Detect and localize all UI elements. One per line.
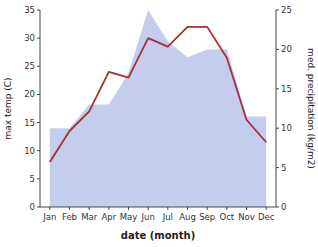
- y2-tick-label: 10: [281, 123, 292, 133]
- plot-area: [50, 10, 266, 207]
- y-tick-label: 35: [24, 5, 35, 15]
- y-axis-line: [40, 10, 41, 207]
- x-tick: [207, 207, 208, 210]
- y-tick: [37, 178, 40, 179]
- x-tick-label: Apr: [101, 212, 116, 222]
- y-tick-label: 15: [24, 118, 35, 128]
- y2-tick: [276, 49, 279, 50]
- y2-axis-line: [276, 10, 277, 207]
- x-tick: [108, 207, 109, 210]
- y2-tick-label: 0: [281, 202, 286, 212]
- y-tick-label: 10: [24, 146, 35, 156]
- y2-tick: [276, 88, 279, 89]
- x-tick: [128, 207, 129, 210]
- x-tick-label: Nov: [238, 212, 255, 222]
- y-tick-label: 30: [24, 33, 35, 43]
- x-tick: [167, 207, 168, 210]
- y2-tick: [276, 10, 279, 11]
- x-tick-label: Jan: [42, 212, 56, 222]
- x-tick-label: Sep: [199, 212, 215, 222]
- x-tick-label: Jul: [162, 212, 173, 222]
- y2-tick-label: 25: [281, 5, 292, 15]
- y-tick: [37, 94, 40, 95]
- chart: Jan Feb MarApr MayJun Jul AugSep Oct NovDec 0 5 10…: [0, 0, 318, 247]
- x-tick: [148, 207, 149, 210]
- x-tick-label: Feb: [62, 212, 77, 222]
- y-tick: [37, 10, 40, 11]
- x-tick-label: Mar: [81, 212, 98, 222]
- y-tick-label: 0: [30, 202, 35, 212]
- temperature-line: [50, 27, 266, 162]
- x-tick-label: Aug: [179, 212, 196, 222]
- chart-container: Jan Feb MarApr MayJun Jul AugSep Oct NovDec 0 5 10…: [0, 0, 318, 247]
- y-tick-label: 5: [30, 174, 35, 184]
- x-tick: [226, 207, 227, 210]
- y-tick: [37, 150, 40, 151]
- y-tick: [37, 207, 40, 208]
- y2-tick: [276, 167, 279, 168]
- x-tick: [49, 207, 50, 210]
- y2-axis-label: med. precipitation (kg/m2): [306, 48, 316, 169]
- y2-tick: [276, 207, 279, 208]
- x-tick-label: Oct: [219, 212, 234, 222]
- x-tick: [187, 207, 188, 210]
- x-tick: [69, 207, 70, 210]
- x-tick-label: Dec: [258, 212, 275, 222]
- y2-tick: [276, 128, 279, 129]
- x-axis-label: date (month): [121, 230, 195, 241]
- y-axis-label: max temp (C): [3, 77, 13, 139]
- y-tick-label: 20: [24, 89, 35, 99]
- x-axis-line: [40, 207, 276, 208]
- x-tick: [266, 207, 267, 210]
- x-tick: [89, 207, 90, 210]
- x-tick-label: Jun: [141, 212, 155, 222]
- y2-tick-label: 5: [281, 163, 286, 173]
- y-tick: [37, 66, 40, 67]
- precipitation-area: [50, 10, 266, 207]
- y-tick: [37, 122, 40, 123]
- background: [0, 0, 318, 247]
- y-tick: [37, 38, 40, 39]
- x-tick: [246, 207, 247, 210]
- x-tick-label: May: [120, 212, 138, 222]
- y-tick-label: 25: [24, 61, 35, 71]
- y2-tick-label: 20: [281, 44, 292, 54]
- y2-tick-label: 15: [281, 84, 292, 94]
